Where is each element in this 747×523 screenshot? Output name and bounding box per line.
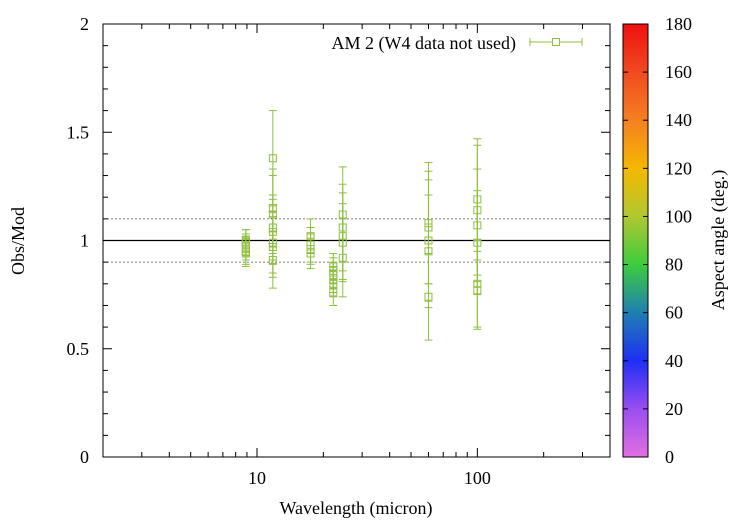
- point-marker: [241, 247, 250, 256]
- data-point: [338, 218, 347, 298]
- data-point: [329, 278, 338, 306]
- colorbar-tick-label: 20: [665, 399, 683, 419]
- point-marker: [424, 292, 433, 301]
- colorbar-tick-label: 0: [665, 447, 674, 467]
- x-tick-label: 10: [248, 468, 266, 488]
- data-layer: [241, 110, 482, 341]
- colorbar-tick-label: 60: [665, 303, 683, 323]
- point-marker: [268, 154, 277, 163]
- point-marker: [329, 288, 338, 297]
- colorbar-title: Aspect angle (deg.): [708, 170, 729, 310]
- y-tick-label: 1.5: [67, 122, 90, 142]
- colorbar-ticks: 0 20 40 60 80 100 120 140 160 180: [623, 14, 692, 467]
- data-point: [268, 231, 277, 289]
- x-tick-label: 100: [464, 468, 491, 488]
- y-tick-label: 2: [80, 14, 89, 34]
- colorbar-tick-label: 180: [665, 14, 692, 34]
- legend-sample: [529, 38, 583, 46]
- colorbar-tick-label: 40: [665, 351, 683, 371]
- point-marker: [306, 249, 315, 258]
- point-marker: [473, 286, 482, 295]
- data-point: [473, 250, 482, 330]
- x-axis-ticks: 10 100: [102, 24, 611, 488]
- colorbar-tick-label: 160: [665, 62, 692, 82]
- legend: AM 2 (W4 data not used): [332, 33, 583, 54]
- colorbar-tick-label: 80: [665, 255, 683, 275]
- reference-lines: [103, 218, 610, 263]
- y-tick-label: 0.5: [67, 339, 90, 359]
- data-point: [424, 252, 433, 341]
- y-axis-ticks: 0 0.5 1 1.5 2: [67, 14, 610, 467]
- colorbar-gradient: [622, 23, 649, 458]
- x-axis-title: Wavelength (micron): [280, 498, 433, 519]
- legend-label: AM 2 (W4 data not used): [332, 33, 516, 54]
- data-point: [306, 237, 315, 270]
- colorbar-tick-label: 100: [665, 206, 692, 226]
- legend-marker: [552, 38, 560, 46]
- colorbar-tick-label: 120: [665, 158, 692, 178]
- data-point: [241, 235, 250, 267]
- point-marker: [338, 253, 347, 262]
- point-marker: [268, 255, 277, 264]
- y-tick-label: 1: [80, 231, 89, 251]
- y-axis-title: Obs/Mod: [8, 207, 28, 275]
- colorbar-tick-label: 140: [665, 110, 692, 130]
- y-tick-label: 0: [80, 447, 89, 467]
- colorbar: 0 20 40 60 80 100 120 140 160 180 Aspect angle (d…: [622, 14, 729, 467]
